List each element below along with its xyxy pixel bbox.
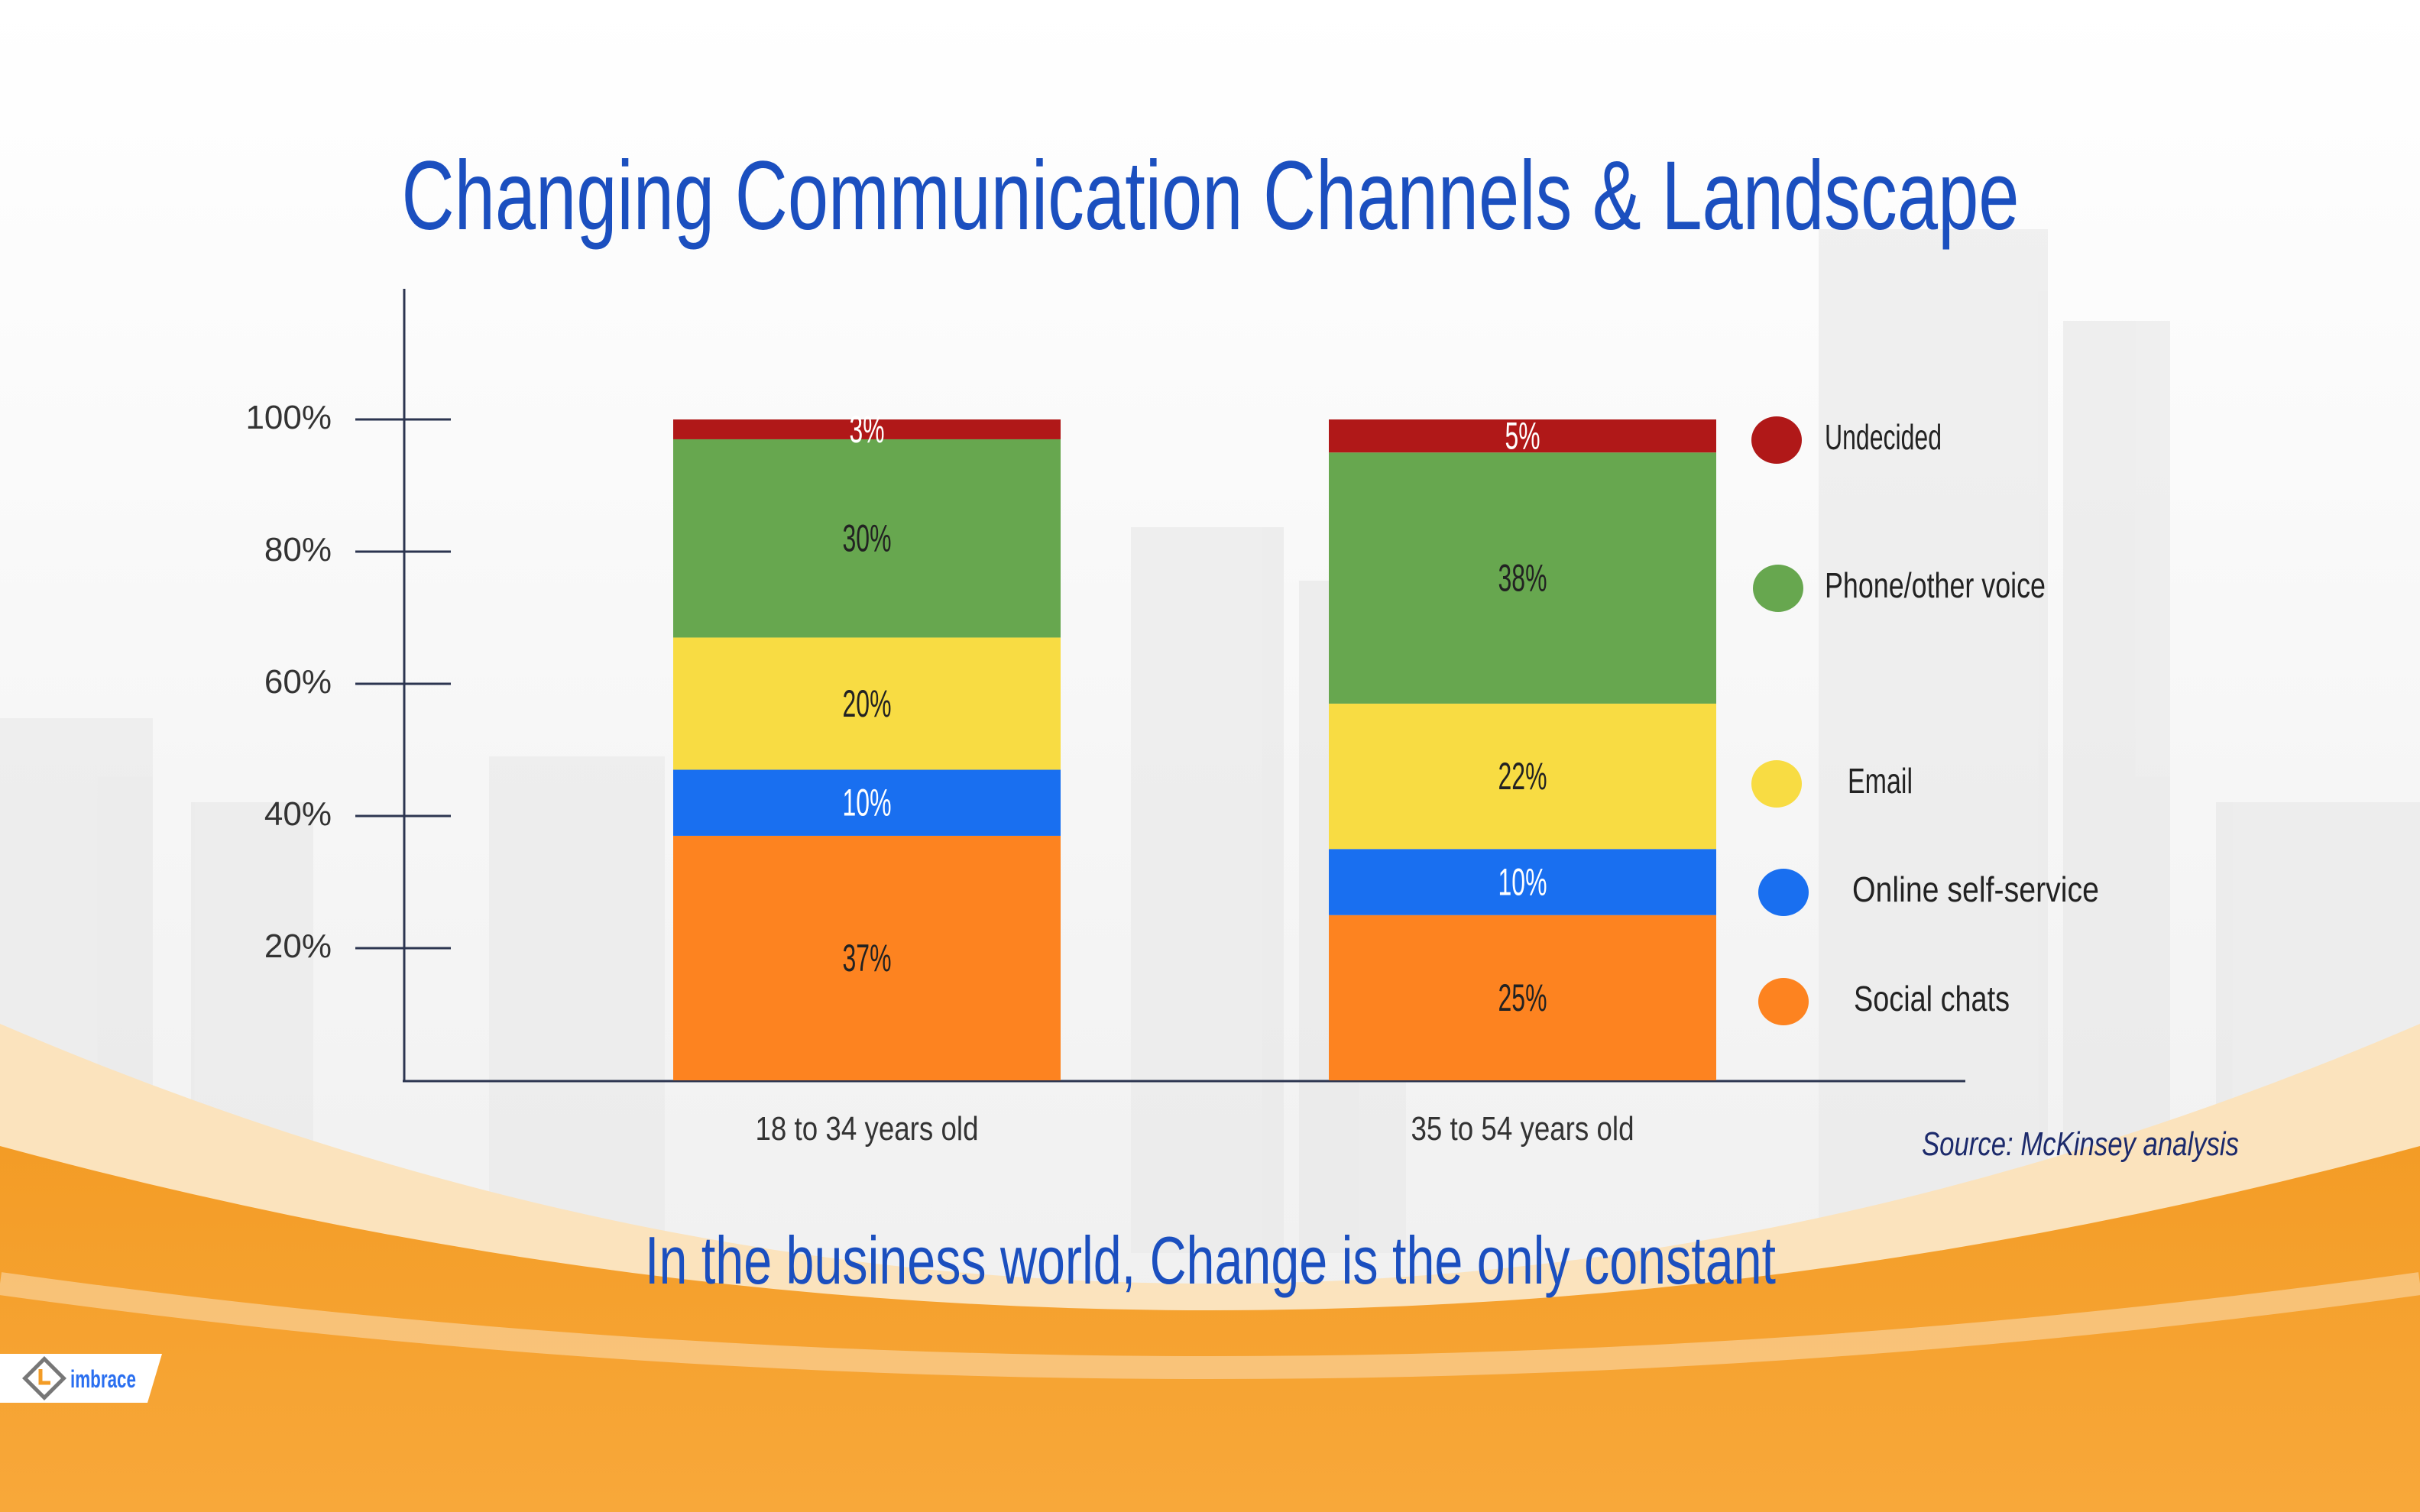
bar-value-label: 3% — [850, 408, 885, 451]
bar-segment-online-self-service — [673, 769, 1061, 836]
orange-arc-highlight — [0, 1272, 2420, 1379]
legend-label: Social chats — [1854, 979, 2010, 1018]
legend-swatch-icon — [1758, 978, 1809, 1025]
y-tick-label: 80% — [264, 531, 332, 568]
bar-segment-social-chats — [1329, 915, 1716, 1080]
y-tick-label: 40% — [264, 795, 332, 833]
orange-arc — [0, 1146, 2420, 1512]
bar-value-label: 30% — [843, 517, 892, 560]
bar-value-label: 10% — [843, 782, 892, 824]
legend-swatch-icon — [1751, 760, 1802, 808]
x-category-label: 18 to 34 years old — [756, 1110, 979, 1148]
bar-value-label: 37% — [843, 937, 892, 979]
source-note: Source: McKinsey analysis — [1922, 1125, 2239, 1163]
logo-text: imbrace — [70, 1365, 136, 1393]
bar-segment-social-chats — [673, 835, 1061, 1080]
y-tick-label: 60% — [264, 663, 332, 701]
legend-label: Email — [1848, 761, 1913, 801]
bar-value-label: 10% — [1498, 861, 1547, 904]
legend-label: Phone/other voice — [1825, 565, 2046, 605]
bar-value-label: 5% — [1505, 415, 1540, 458]
chart-title: Changing Communication Channels & Landsc… — [402, 141, 2020, 251]
bar-segment-phone-other-voice — [673, 439, 1061, 638]
bar-value-label: 38% — [1498, 557, 1547, 600]
legend-item: Online self-service — [1758, 869, 2099, 916]
bar-segment-email — [673, 637, 1061, 770]
brand-logo[interactable]: imbrace — [0, 1354, 162, 1403]
bar-segment-email — [1329, 703, 1716, 850]
bar-segment-online-self-service — [1329, 849, 1716, 915]
bar-value-label: 20% — [843, 682, 892, 725]
bar-value-label: 22% — [1498, 755, 1547, 798]
legend-swatch-icon — [1751, 416, 1802, 464]
legend-item: Phone/other voice — [1753, 565, 2046, 612]
x-category-label: 35 to 54 years old — [1411, 1110, 1634, 1148]
y-tick-label: 20% — [264, 928, 332, 965]
legend-swatch-icon — [1753, 565, 1803, 612]
bar-segment-phone-other-voice — [1329, 452, 1716, 704]
logo-mark-icon — [22, 1356, 66, 1400]
legend-label: Undecided — [1825, 417, 1942, 457]
legend-label: Online self-service — [1852, 869, 2099, 909]
bar-segment-undecided — [673, 419, 1061, 439]
legend-item: Email — [1751, 760, 1913, 808]
chart-subtitle: In the business world, Change is the onl… — [645, 1222, 1776, 1298]
legend-item: Social chats — [1758, 978, 2010, 1025]
y-tick-label: 100% — [245, 399, 332, 436]
bar-segment-undecided — [1329, 419, 1716, 453]
legend-item: Undecided — [1751, 416, 1942, 464]
bar-value-label: 25% — [1498, 976, 1547, 1019]
legend-swatch-icon — [1758, 869, 1809, 916]
